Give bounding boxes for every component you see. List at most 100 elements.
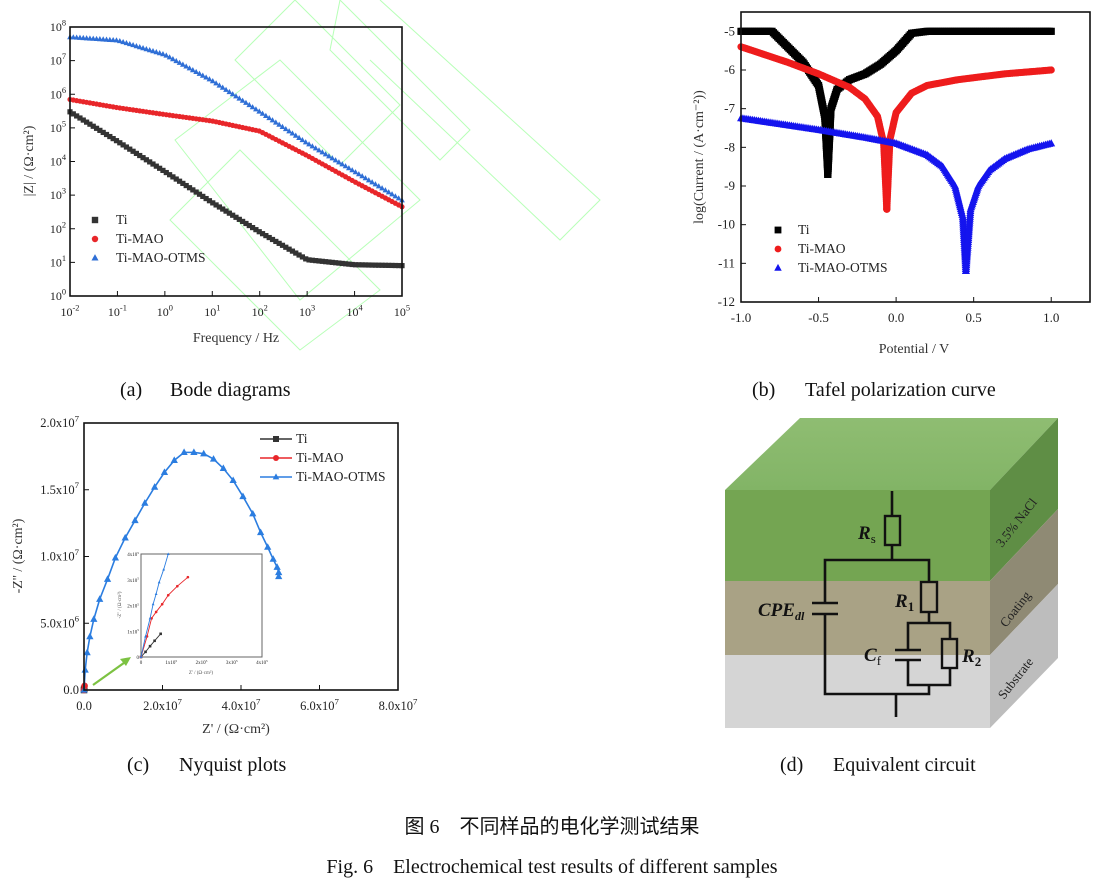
bode-point — [313, 258, 319, 264]
nyquist-point — [229, 476, 237, 484]
bode-point — [309, 143, 316, 149]
nyquist-point — [151, 483, 159, 490]
tafel-y-tick-label: -10 — [718, 217, 735, 232]
bode-point — [74, 113, 80, 119]
inset-line — [140, 553, 169, 658]
bode-point — [200, 193, 206, 199]
bode-point — [359, 173, 366, 179]
bode-point — [299, 136, 306, 143]
tafel-plot-frame — [740, 11, 1091, 303]
nyquist-point — [81, 666, 89, 673]
bode-point — [283, 244, 289, 250]
legend-label: Ti-MAO-OTMS — [116, 250, 206, 265]
nyquist-y-tick-label: 2.0x107 — [40, 413, 79, 430]
bode-point — [286, 246, 292, 252]
nyquist-series-ti-mao-otms — [80, 448, 283, 693]
svg-text:Equivalent circuit: Equivalent circuit — [833, 754, 976, 776]
bode-point — [299, 254, 305, 260]
bode-point — [362, 262, 369, 268]
bode-point — [117, 140, 123, 146]
bode-point — [126, 40, 133, 47]
legend-marker — [272, 473, 280, 480]
bode-point — [216, 82, 223, 88]
nyquist-point — [256, 528, 265, 536]
inset-point — [186, 575, 190, 579]
bode-point — [143, 157, 149, 163]
bode-point — [259, 231, 266, 237]
bode-point — [206, 76, 213, 82]
bode-point — [137, 152, 143, 159]
bode-point — [342, 261, 349, 267]
panel-caption-d: (d) Equivalent circuit — [780, 754, 976, 776]
bode-x-tick-label: 10-1 — [108, 304, 127, 319]
bode-point — [183, 182, 189, 189]
bode-point — [303, 256, 309, 262]
bode-point — [123, 39, 130, 46]
bode-point — [163, 52, 170, 58]
bode-point — [150, 48, 156, 54]
legend-marker — [774, 245, 782, 253]
side-coating — [990, 509, 1058, 655]
bode-point — [156, 50, 163, 56]
equivalent-circuit-diagram: 3.5% NaCl Coating Substrate Rs R1 R2 Cf … — [725, 418, 1058, 728]
bode-point — [250, 224, 256, 231]
tafel-x-tick-label: 1.0 — [1043, 310, 1059, 325]
bode-point — [147, 159, 153, 165]
bode-point — [392, 193, 399, 199]
bode-x-tick-label: 102 — [252, 304, 268, 319]
bode-x-tick-label: 105 — [394, 304, 410, 319]
layer-top-face — [725, 418, 1058, 490]
bode-series-ti-mao-otms — [67, 34, 405, 203]
inset-y-tick-label: 0 — [137, 656, 140, 661]
bode-x-tick-label: 100 — [157, 304, 173, 319]
bode-point — [199, 72, 206, 78]
legend-label: Ti-MAO — [296, 450, 344, 465]
bode-point — [376, 262, 382, 268]
inset-y-label: -Z'' / (Ω·cm²) — [117, 591, 123, 618]
nyquist-point — [90, 615, 98, 622]
bode-point — [342, 163, 349, 169]
tafel-point — [1047, 27, 1055, 35]
bode-y-tick-label: 106 — [50, 86, 66, 101]
bode-point — [293, 250, 299, 256]
bode-point — [70, 111, 76, 117]
bode-point — [196, 70, 203, 76]
bode-point — [243, 99, 249, 105]
bode-point — [389, 191, 395, 197]
inset-point — [159, 632, 162, 636]
inset-y-tick-label: 3x105 — [127, 577, 139, 584]
nyquist-y-tick-label: 0.0 — [63, 683, 79, 697]
bode-point — [186, 185, 193, 191]
bode-point — [239, 97, 246, 103]
nyquist-x-tick-label: 0.0 — [76, 699, 92, 713]
bode-point — [133, 150, 139, 157]
bode-point — [166, 54, 173, 60]
bode-point — [193, 189, 199, 195]
bode-point — [339, 161, 346, 167]
bode-point — [216, 204, 222, 210]
nyquist-plot-frame — [83, 422, 399, 691]
tafel-x-axis-label: Potential / V — [879, 342, 950, 357]
nyquist-point — [239, 492, 247, 500]
bode-point — [396, 262, 402, 269]
bode-point — [276, 121, 283, 127]
label-r2: R2 — [961, 646, 981, 669]
inset-frame — [140, 553, 263, 658]
bode-point — [329, 259, 335, 265]
bode-point — [369, 179, 375, 185]
bode-point — [375, 183, 382, 189]
bode-point — [173, 176, 179, 182]
bode-point — [113, 37, 120, 43]
bode-point — [332, 157, 339, 163]
bode-point — [316, 258, 322, 264]
bode-point — [369, 262, 375, 268]
bode-point — [160, 167, 166, 174]
bode-point — [282, 125, 289, 132]
bode-point — [382, 262, 388, 268]
bode-point — [259, 110, 266, 116]
bode-point — [233, 93, 239, 99]
bode-point — [319, 149, 326, 155]
bode-point — [186, 65, 193, 71]
bode-point — [183, 63, 190, 69]
nyquist-point — [83, 648, 91, 656]
